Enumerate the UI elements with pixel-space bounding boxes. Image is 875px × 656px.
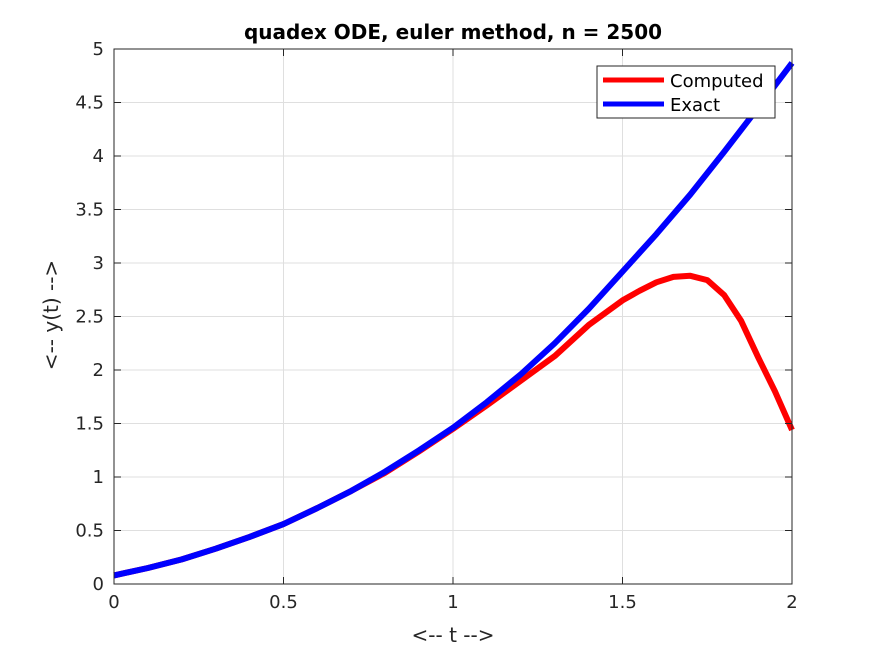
y-tick-label: 0.5: [75, 521, 104, 542]
series-layer: [113, 61, 795, 579]
y-tick-label: 4: [93, 146, 104, 167]
y-tick-label: 2: [93, 360, 104, 381]
y-tick-label: 1.5: [75, 414, 104, 435]
series-line-exact: [113, 61, 795, 579]
x-tick-label: 1.5: [608, 592, 637, 613]
y-tick-label: 2.5: [75, 307, 104, 328]
ticks: 0 0.5 1 1.5 2 0 0.5 1 1.5 2 2.5 3 3.5 4 4.5 5: [75, 39, 797, 613]
x-tick-label: 0: [108, 592, 119, 613]
y-tick-label: 5: [93, 39, 104, 60]
legend-label-computed: Computed: [670, 71, 764, 92]
x-tick-label: 2: [786, 592, 797, 613]
legend-label-exact: Exact: [670, 95, 720, 116]
y-tick-label: 0: [93, 574, 104, 595]
x-axis-label: <-- t -->: [412, 623, 495, 647]
y-tick-label: 3.5: [75, 200, 104, 221]
x-tick-label: 1: [447, 592, 458, 613]
y-axis-label: <-- y(t) -->: [39, 260, 63, 370]
y-tick-label: 1: [93, 467, 104, 488]
legend-box: [596, 65, 776, 119]
legend: Computed Exact: [596, 65, 776, 119]
y-tick-label: 4.5: [75, 93, 104, 114]
grid: [114, 49, 792, 584]
chart-title: quadex ODE, euler method, n = 2500: [244, 20, 662, 44]
y-tick-label: 3: [93, 253, 104, 274]
x-tick-label: 0.5: [269, 592, 298, 613]
